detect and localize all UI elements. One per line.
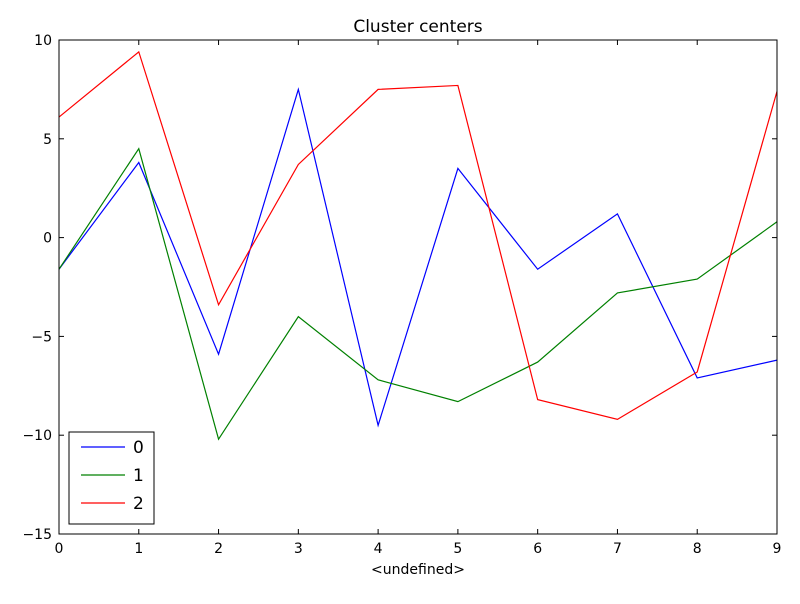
plot-frame (58, 39, 778, 535)
x-tick-label-6: 6 (533, 541, 542, 557)
y-tick-label--10: −10 (22, 428, 52, 444)
legend-label-0: 0 (133, 438, 144, 458)
series-line-2 (58, 50, 778, 421)
x-tick-label-5: 5 (453, 541, 462, 557)
x-tick-label-7: 7 (613, 541, 622, 557)
x-tick-label-2: 2 (214, 541, 223, 557)
series-line-1 (58, 147, 778, 441)
y-tick-label-0: 0 (43, 231, 52, 247)
x-tick-label-8: 8 (693, 541, 702, 557)
series-line-0 (58, 87, 778, 428)
legend-label-2: 2 (133, 494, 144, 514)
y-tick-label--15: −15 (22, 527, 52, 543)
y-tick-label-5: 5 (43, 132, 52, 148)
legend-label-1: 1 (133, 466, 144, 486)
y-tick-label-10: 10 (34, 33, 52, 49)
x-axis-label: <undefined> (371, 562, 465, 578)
x-tick-label-4: 4 (374, 541, 383, 557)
x-tick-label-3: 3 (294, 541, 303, 557)
y-tick-label--5: −5 (31, 329, 52, 345)
x-tick-label-9: 9 (773, 541, 782, 557)
x-tick-label-1: 1 (134, 541, 143, 557)
x-tick-label-0: 0 (55, 541, 64, 557)
chart-title: Cluster centers (353, 17, 482, 37)
